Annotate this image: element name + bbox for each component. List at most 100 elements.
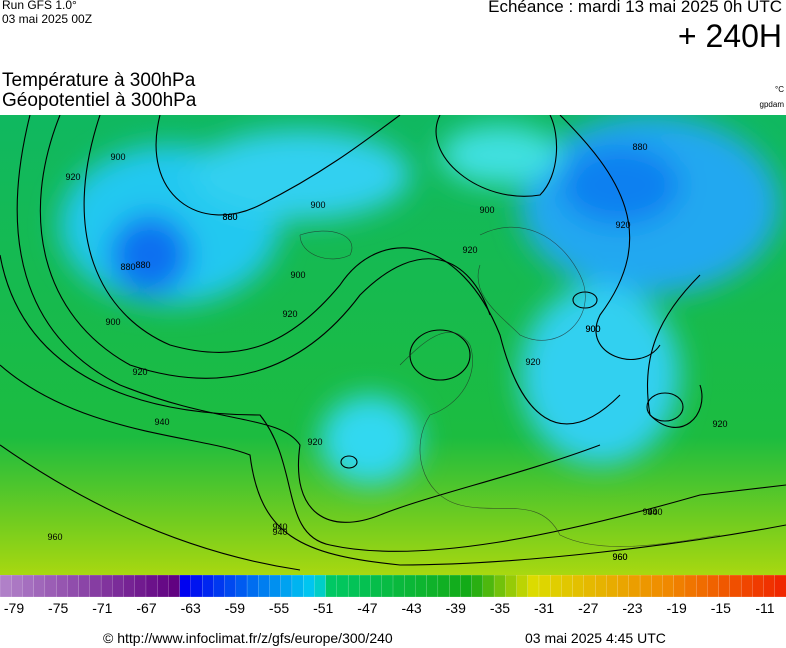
scale-cell: [33, 575, 46, 598]
contours: [0, 115, 786, 571]
scale-label: -23: [622, 600, 643, 616]
contour-label: 940: [154, 417, 169, 427]
scale-cell: [572, 575, 585, 598]
scale-cell: [0, 575, 12, 598]
title-temp: Température à 300hPa: [2, 70, 196, 91]
footer-time: 03 mai 2025 4:45 UTC: [525, 630, 666, 646]
scale-cell: [516, 575, 529, 598]
scale-label: -71: [92, 600, 113, 616]
contour-label: 920: [132, 367, 147, 377]
scale-cell: [213, 575, 225, 598]
scale-label: -43: [401, 600, 422, 616]
contour-label: 920: [462, 245, 477, 255]
cold-areas: [60, 115, 780, 485]
scale-cell: [437, 575, 450, 598]
contour-label: 880: [135, 260, 150, 270]
scale-cell: [78, 575, 91, 598]
scale-cell: [112, 575, 124, 598]
scale-cell: [44, 575, 57, 598]
scale-cell: [583, 575, 596, 598]
contour-label: 900: [479, 205, 494, 215]
contour-label: 940: [642, 507, 657, 517]
scale-cell: [426, 575, 439, 598]
scale-cell: [89, 575, 102, 598]
scale-cell: [718, 575, 731, 598]
scale-cell: [404, 575, 416, 598]
scale-label: -31: [533, 600, 555, 616]
scale-cell: [325, 575, 338, 598]
scale-label: -79: [3, 600, 25, 616]
contour-label: 940: [272, 527, 287, 537]
scale-cell: [190, 575, 203, 598]
scale-cell: [561, 575, 574, 598]
contour-label: 960: [47, 532, 62, 542]
scale-label: -51: [313, 600, 334, 616]
scale-cell: [22, 575, 35, 598]
scale-cell: [415, 575, 428, 598]
map: 9009208808609008809009209409209009209409…: [0, 115, 786, 575]
scale-label: -67: [136, 600, 157, 616]
scale-cell: [595, 575, 607, 598]
contour-label: 900: [105, 317, 120, 327]
scale-cell: [359, 575, 371, 598]
scale-cell: [56, 575, 68, 598]
footer-url: © http://www.infoclimat.fr/z/gfs/europe/…: [103, 630, 393, 646]
contour-label: 900: [110, 152, 125, 162]
scale-cell: [752, 575, 764, 598]
contour-label: 920: [307, 437, 322, 447]
scale-cell: [763, 575, 776, 598]
contour-label: 960: [612, 552, 627, 562]
scale-cell: [662, 575, 675, 598]
contour-label: 900: [290, 270, 305, 280]
scale-cell: [134, 575, 147, 598]
scale-cell: [314, 575, 327, 598]
scale-cell: [538, 575, 551, 598]
scale-label: -55: [268, 600, 290, 616]
scale-cell: [639, 575, 652, 598]
scale-cell: [100, 575, 113, 598]
scale-cell: [381, 575, 394, 598]
scale-cell: [224, 575, 237, 598]
scale-cell: [628, 575, 641, 598]
title-geo: Géopotentiel à 300hPa: [2, 90, 197, 111]
unit-temp: °C: [775, 85, 784, 94]
scale-cell: [550, 575, 562, 598]
contour-label: 900: [310, 200, 325, 210]
scale-cell: [347, 575, 360, 598]
scale-cell: [336, 575, 349, 598]
scale-label: -59: [224, 600, 245, 616]
contour-label: 900: [585, 324, 600, 334]
scale-label: -39: [445, 600, 466, 616]
scale-label: -27: [578, 600, 599, 616]
scale-label: -11: [755, 600, 775, 616]
contour-label: 920: [525, 357, 540, 367]
scale-label: -15: [710, 600, 731, 616]
scale-cell: [460, 575, 473, 598]
scale-cell: [269, 575, 282, 598]
scale-cell: [471, 575, 484, 598]
scale-cell: [449, 575, 461, 598]
scale-cell: [729, 575, 742, 598]
contour-label: 920: [282, 309, 297, 319]
contour-label: 920: [615, 220, 630, 230]
contour-label: 880: [120, 262, 135, 272]
scale-cell: [527, 575, 540, 598]
echeance: Echéance : mardi 13 mai 2025 0h UTC: [488, 0, 782, 16]
scale-cell: [370, 575, 383, 598]
scale-cell: [482, 575, 495, 598]
scale-cell: [291, 575, 304, 598]
contour-labels: 9009208808609008809009209409209009209409…: [47, 142, 727, 562]
contour-label: 960: [612, 552, 627, 562]
scale-cell: [235, 575, 248, 598]
scale-label: -75: [48, 600, 69, 616]
scale-cell: [392, 575, 405, 598]
run: Run GFS 1.0°: [2, 0, 77, 12]
scale-cell: [67, 575, 80, 598]
scale-cell: [673, 575, 686, 598]
scale-cell: [123, 575, 136, 598]
contour-label: 900: [585, 324, 600, 334]
contour-label: 880: [632, 142, 647, 152]
scale-cell: [740, 575, 753, 598]
scale-cell: [11, 575, 23, 598]
